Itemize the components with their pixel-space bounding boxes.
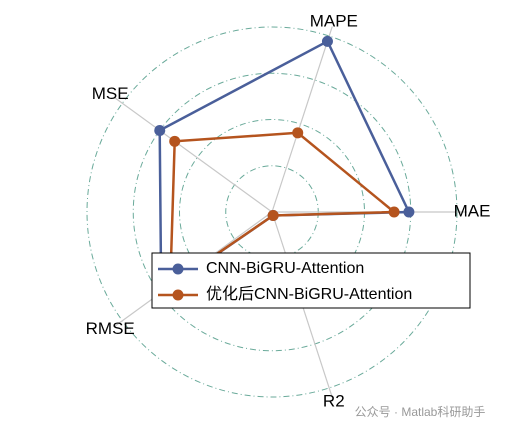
series-line xyxy=(168,131,398,289)
axis-line xyxy=(271,26,333,213)
axis-line xyxy=(113,96,273,213)
axis-label: MAE xyxy=(454,201,491,220)
legend-label: CNN-BiGRU-Attention xyxy=(206,260,364,277)
point xyxy=(292,127,304,139)
legend-marker xyxy=(172,263,184,275)
point xyxy=(388,206,400,218)
axis-label: MAPE xyxy=(310,11,358,30)
point xyxy=(267,210,279,222)
watermark: 公众号 · Matlab科研助手 xyxy=(355,405,486,419)
point xyxy=(154,124,166,136)
point xyxy=(403,206,415,218)
axis-label: R2 xyxy=(323,392,345,411)
legend: CNN-BiGRU-Attention 优化后CNN-BiGRU-Attentio… xyxy=(151,252,471,309)
axis-label: MSE xyxy=(92,84,129,103)
point xyxy=(321,35,333,47)
legend-marker xyxy=(172,289,184,301)
legend-label: 优化后CNN-BiGRU-Attention xyxy=(206,285,412,303)
legend-box xyxy=(151,252,471,309)
point xyxy=(169,135,181,147)
axis-label: RMSE xyxy=(86,319,135,338)
